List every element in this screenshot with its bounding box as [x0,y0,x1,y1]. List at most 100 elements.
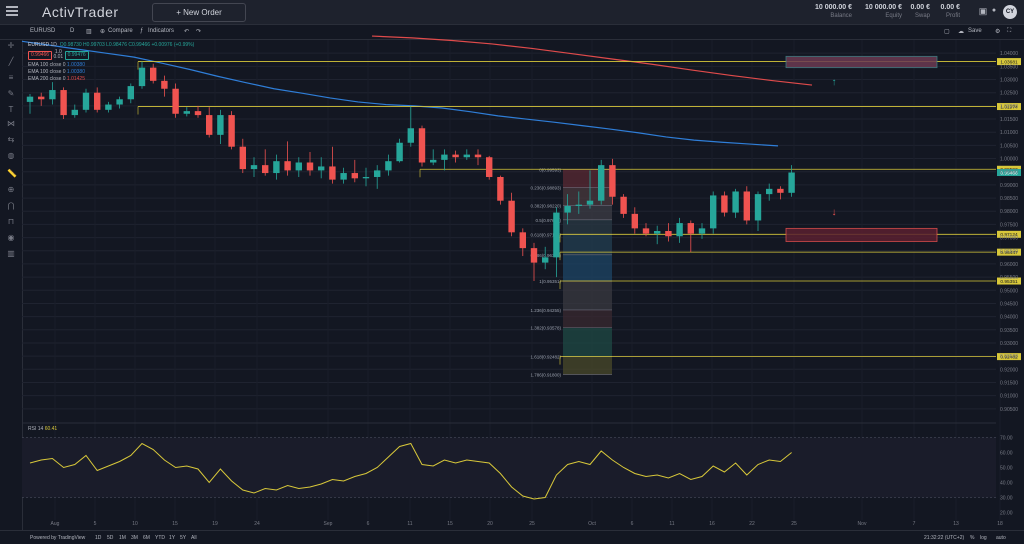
level-price-label: 1.03681 [1000,59,1018,65]
range-5d[interactable]: 5D [107,535,114,541]
log-toggle[interactable]: log [980,535,987,541]
brush-icon[interactable]: ✎ [7,89,15,98]
wallet-icon[interactable]: ▣ [978,6,988,16]
down-arrow-icon: ↓ [832,207,837,218]
range-1m[interactable]: 1M [119,535,126,541]
candle-body [374,170,381,177]
hamburger-menu-icon[interactable] [6,6,18,16]
bid-price[interactable]: 0.99466 [28,51,53,61]
range-5y[interactable]: 5Y [180,535,187,541]
level-price-tag [997,58,1021,66]
range-1y[interactable]: 1Y [169,535,176,541]
legend-pair: EURUSD [28,42,50,48]
price-tick-label: 0.93000 [1000,341,1018,347]
ema-200-path [371,35,813,86]
candle-body [351,173,358,179]
candle-body [564,205,571,213]
candle-body [553,212,560,258]
current-price-tag [997,169,1021,177]
cloud-icon[interactable]: ☁ [958,29,964,35]
range-3m[interactable]: 3M [131,535,138,541]
candle-body [642,228,650,234]
compare-button[interactable]: Compare [108,28,133,34]
settings-icon[interactable]: ⚙ [995,29,1001,35]
price-tick-label: 1.01000 [1000,130,1018,136]
fib-label: 0.5(0.97673) [535,218,561,223]
range-1d[interactable]: 1D [95,535,102,541]
candle-body [721,195,728,213]
level-price-tag [997,277,1021,285]
interval-button[interactable]: D [70,28,75,34]
candle-body [26,96,34,102]
time-tick-label: 24 [254,521,260,527]
save-button[interactable]: Save [968,28,982,34]
bell-icon[interactable]: ● [991,7,997,14]
avatar[interactable]: CY [1003,5,1017,19]
text-tool-icon[interactable]: T [8,105,14,114]
fib-zone [563,356,612,375]
fib-label: 1.786(0.91800) [530,373,561,378]
ruler-icon[interactable]: 📏 [7,169,17,178]
chart-type-icon[interactable]: ▥ [86,29,92,35]
fullscreen-icon[interactable]: ⛶ [1007,28,1012,34]
auto-toggle[interactable]: auto [996,535,1006,541]
time-tick-label: 18 [997,521,1003,527]
range-6m[interactable]: 6M [143,535,150,541]
candle-body [385,161,392,171]
range-all[interactable]: All [191,535,197,541]
price-tick-label: 1.00500 [1000,143,1018,149]
redo-icon[interactable]: ↷ [196,29,202,35]
fib-tool-icon[interactable]: ≡ [8,73,14,82]
shapes-icon[interactable]: ◍ [7,151,15,160]
symbol-search[interactable]: EURUSD [30,28,56,34]
chart-toolbar: EURUSD D ▥ ⊕ Compare ƒ Indicators ↶ ↷ ▢ … [0,25,1024,40]
rsi-band [22,437,996,498]
zoom-icon[interactable]: ⊕ [7,185,15,194]
crosshair-icon[interactable]: ✛ [7,41,15,50]
price-tick-label: 0.98000 [1000,209,1018,215]
fib-zone [563,281,612,310]
measure-icon[interactable]: ⇆ [7,135,15,144]
candle-body [295,162,302,171]
percent-toggle[interactable]: % [970,535,975,541]
pattern-icon[interactable]: ⋈ [7,119,15,128]
eye-icon[interactable]: ◉ [7,233,15,242]
price-tick-label: 0.91500 [1000,380,1018,386]
candle-body [598,165,605,201]
trash-icon[interactable]: ▥ [7,249,15,258]
spread-top: 1.0 [54,49,62,55]
new-order-button[interactable]: + New Order [152,3,246,22]
price-tick-label: 0.94500 [1000,301,1018,307]
price-tick-label: 1.00000 [1000,157,1018,163]
layout-icon[interactable]: ▢ [944,29,950,35]
candle-body [396,142,403,162]
candle-body [127,86,134,100]
fib-zone [563,205,612,220]
candle-body [116,99,123,105]
lock-icon[interactable]: ⊓ [7,217,15,226]
clock: 21:32:22 (UTC+2) [924,535,965,541]
drawing-toolbar: ✛ ╱ ≡ ✎ T ⋈ ⇆ ◍ 📏 ⊕ ⋂ ⊓ ◉ ▥ [0,40,23,530]
indicators-button[interactable]: Indicators [148,28,175,34]
magnet-icon[interactable]: ⋂ [7,201,15,210]
indicators-icon[interactable]: ƒ [140,28,144,34]
price-tick-label: 0.96500 [1000,249,1018,255]
price-tick-label: 0.97500 [1000,222,1018,228]
undo-icon[interactable]: ↶ [184,29,190,35]
range-ytd[interactable]: YTD [155,535,165,541]
candle-body [60,90,67,116]
fib-zone [563,309,612,328]
price-tick-label: 0.94000 [1000,315,1018,321]
ask-price[interactable]: 0.99476 [64,51,89,61]
price-tick-label: 0.95000 [1000,288,1018,294]
candles [26,61,795,282]
compare-icon[interactable]: ⊕ [100,29,106,35]
trendline-icon[interactable]: ╱ [8,57,14,66]
current-price-label: 0.99466 [1000,170,1018,176]
candle-body [38,96,45,100]
price-tick-label: 0.99000 [1000,183,1018,189]
time-tick-label: 10 [132,521,138,527]
candle-body [318,166,325,171]
candle-body [732,191,739,213]
